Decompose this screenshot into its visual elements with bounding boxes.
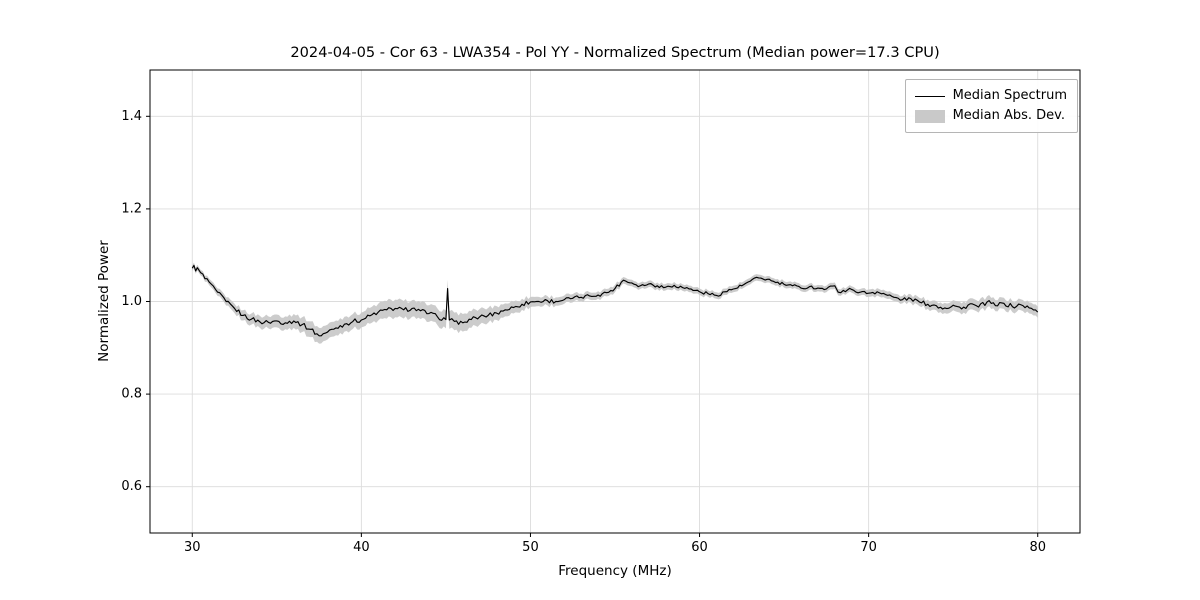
legend-patch-sample-icon [914, 109, 945, 123]
y-tick-label: 1.4 [121, 109, 142, 124]
x-tick-label: 60 [691, 540, 708, 555]
y-tick-label: 1.0 [121, 294, 142, 309]
y-axis-label: Normalized Power [96, 240, 112, 362]
y-tick-label: 0.6 [121, 479, 142, 494]
x-tick-label: 70 [860, 540, 877, 555]
x-tick-label: 40 [353, 540, 370, 555]
x-axis-label: Frequency (MHz) [558, 563, 672, 579]
x-tick-label: 30 [184, 540, 201, 555]
median-spectrum-line [191, 264, 1039, 337]
y-tick-label: 0.8 [121, 387, 142, 402]
legend-entry-median-spectrum: Median Spectrum [914, 86, 1067, 106]
y-tick-label: 1.2 [121, 201, 142, 216]
chart-title: 2024-04-05 - Cor 63 - LWA354 - Pol YY - … [290, 44, 940, 61]
legend-line-sample-icon [914, 95, 945, 97]
median-abs-dev-band [192, 262, 1038, 344]
legend-entry-median-abs-dev: Median Abs. Dev. [914, 106, 1067, 126]
legend-label: Median Spectrum [952, 88, 1067, 103]
x-tick-label: 50 [522, 540, 539, 555]
legend: Median Spectrum Median Abs. Dev. [904, 79, 1078, 133]
legend-label: Median Abs. Dev. [952, 108, 1066, 123]
x-tick-label: 80 [1029, 540, 1046, 555]
